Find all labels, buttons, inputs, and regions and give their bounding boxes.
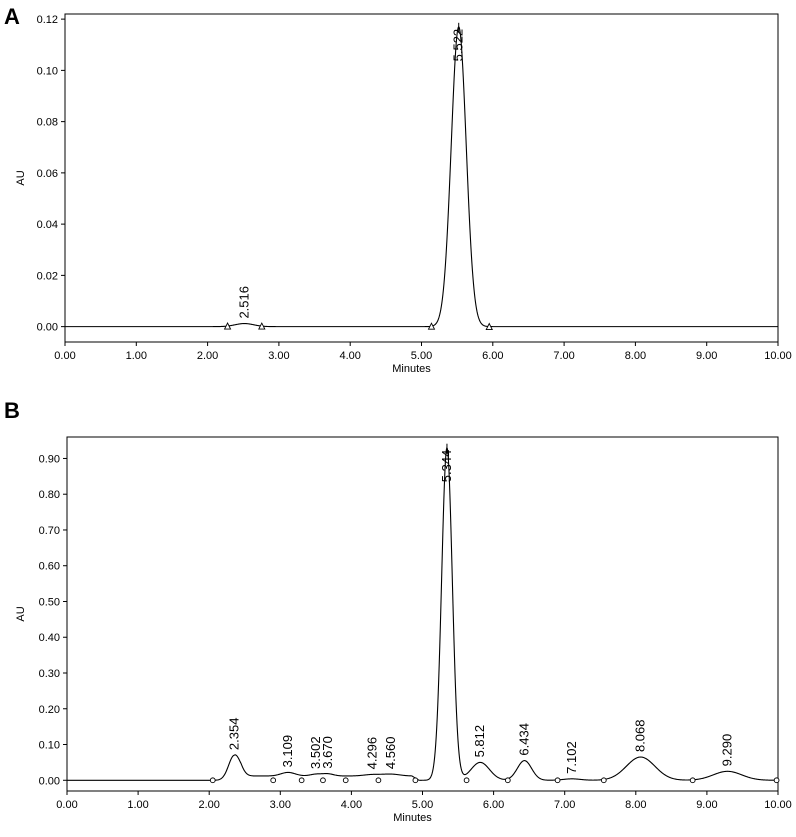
x-tick-label: 10.00 [764, 799, 792, 811]
plot-frame [64, 13, 779, 343]
y-axis-title: AU [15, 606, 27, 621]
y-tick-label: 0.80 [39, 489, 60, 501]
y-tick-label: 0.12 [37, 14, 58, 26]
x-tick-label: 10.00 [764, 350, 792, 362]
x-tick-label: 0.00 [56, 799, 77, 811]
integration-marker [375, 777, 382, 784]
x-tick-label: 8.00 [625, 799, 646, 811]
y-tick-label: 0.06 [37, 168, 58, 180]
y-tick-label: 0.30 [39, 668, 60, 680]
peak-label: 7.102 [564, 741, 579, 774]
peak-label: 2.354 [226, 718, 241, 751]
peak-label: 5.344 [439, 450, 454, 483]
y-tick-label: 0.60 [39, 561, 60, 573]
y-tick-label: 0.04 [37, 219, 58, 231]
integration-marker [320, 777, 326, 784]
y-tick-label: 0.20 [39, 704, 60, 716]
integration-marker [463, 777, 470, 784]
x-tick-label: 7.00 [554, 799, 575, 811]
integration-marker [600, 777, 607, 784]
panel-a-label: A [4, 4, 20, 29]
peak-label: 4.296 [364, 737, 379, 770]
chromatogram-panel-a: 0.00 1.00 2.00 3.00 4.00 5.00 6.00 7.00 8.00 9.00… [15, 13, 792, 375]
integration-marker [342, 777, 349, 784]
x-tick-label: 2.00 [197, 350, 218, 362]
panel-b-label: B [4, 398, 20, 423]
peak-label: 9.290 [720, 734, 735, 767]
x-tick-label: 8.00 [625, 350, 646, 362]
chromatogram-panel-b: 0.00 1.00 2.00 3.00 4.00 5.00 6.00 7.00 8.00 9.00… [15, 436, 792, 824]
y-tick-label: 0.00 [37, 322, 58, 334]
x-tick-label: 3.00 [270, 799, 291, 811]
signal-trace [67, 446, 779, 781]
integration-marker [209, 777, 216, 784]
peak-label: 5.522 [451, 29, 466, 62]
plot-frame [66, 436, 779, 792]
x-tick-label: 4.00 [341, 799, 362, 811]
y-tick-label: 0.40 [39, 632, 60, 644]
integration-marker [689, 777, 696, 784]
peak-label: 5.812 [472, 725, 487, 758]
x-axis-title: Minutes [393, 812, 432, 824]
y-tick-label: 0.90 [39, 453, 60, 465]
integration-marker [485, 322, 493, 331]
x-tick-label: 9.00 [696, 799, 717, 811]
x-tick-label: 6.00 [482, 350, 503, 362]
integration-marker [427, 322, 436, 330]
peak-label: 4.560 [383, 737, 398, 770]
integration-marker [773, 777, 780, 784]
integration-marker [298, 777, 305, 784]
peak-label: 6.434 [516, 723, 531, 756]
x-tick-label: 7.00 [553, 350, 574, 362]
x-tick-label: 1.00 [126, 350, 147, 362]
x-tick-label: 1.00 [127, 799, 148, 811]
y-tick-label: 0.00 [39, 775, 60, 787]
y-axis-title: AU [15, 170, 27, 185]
x-tick-label: 0.00 [54, 350, 75, 362]
integration-marker [554, 777, 561, 784]
peak-label: 2.516 [236, 286, 251, 319]
x-tick-label: 9.00 [696, 350, 717, 362]
y-tick-label: 0.02 [37, 270, 58, 282]
x-tick-label: 4.00 [339, 350, 360, 362]
x-tick-label: 5.00 [412, 799, 433, 811]
y-tick-label: 0.50 [39, 596, 60, 608]
x-tick-label: 2.00 [198, 799, 219, 811]
integration-marker [504, 777, 511, 784]
peak-label: 8.068 [633, 719, 648, 752]
integration-marker [258, 322, 266, 330]
x-tick-label: 5.00 [411, 350, 432, 362]
integration-marker [412, 777, 419, 784]
signal-trace [65, 25, 778, 328]
integration-marker [270, 777, 277, 784]
x-tick-label: 3.00 [268, 350, 289, 362]
peak-label: 3.670 [320, 736, 335, 769]
y-tick-label: 0.10 [39, 740, 60, 752]
y-tick-label: 0.70 [39, 525, 60, 537]
integration-marker [223, 322, 232, 330]
x-axis-title: Minutes [392, 363, 431, 375]
y-tick-label: 0.08 [37, 117, 58, 129]
x-tick-label: 6.00 [483, 799, 504, 811]
peak-label: 3.502 [308, 736, 323, 769]
y-tick-label: 0.10 [37, 65, 58, 77]
peak-label: 3.109 [280, 735, 295, 768]
